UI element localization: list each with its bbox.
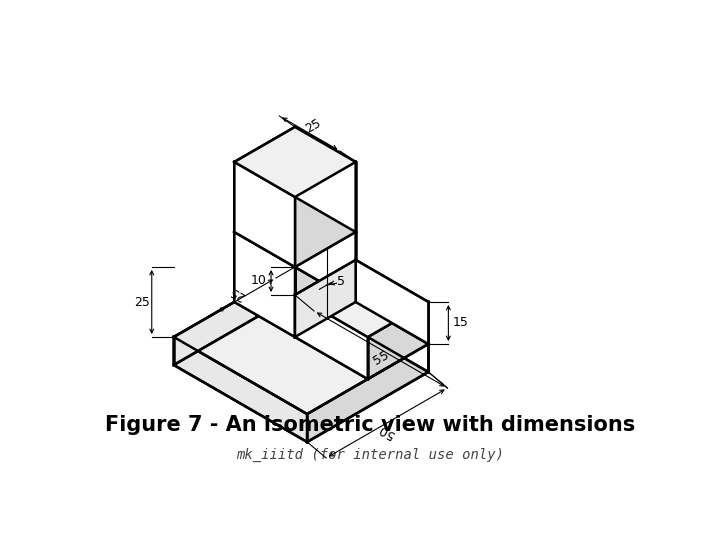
Text: 10: 10 — [251, 274, 267, 287]
Text: 55: 55 — [371, 348, 391, 367]
Polygon shape — [295, 162, 356, 267]
Text: 25: 25 — [304, 117, 324, 136]
Polygon shape — [368, 302, 428, 379]
Polygon shape — [295, 260, 356, 337]
Polygon shape — [235, 197, 356, 267]
Polygon shape — [295, 267, 428, 372]
Polygon shape — [295, 197, 356, 302]
Text: 15: 15 — [452, 316, 468, 329]
Polygon shape — [235, 162, 295, 267]
Text: 5: 5 — [330, 275, 345, 288]
Polygon shape — [174, 267, 295, 365]
Polygon shape — [295, 260, 428, 337]
Text: Figure 7 - An isometric view with dimensions: Figure 7 - An isometric view with dimens… — [105, 415, 635, 435]
Polygon shape — [295, 127, 356, 232]
Polygon shape — [235, 127, 295, 232]
Text: 25: 25 — [228, 284, 248, 303]
Polygon shape — [295, 232, 356, 337]
Polygon shape — [235, 127, 356, 197]
Polygon shape — [174, 337, 307, 442]
Polygon shape — [174, 267, 428, 414]
Text: 50: 50 — [377, 421, 397, 441]
Polygon shape — [307, 344, 428, 442]
Polygon shape — [295, 295, 368, 379]
Polygon shape — [235, 232, 295, 337]
Text: 25: 25 — [134, 295, 150, 308]
Polygon shape — [356, 260, 428, 344]
Polygon shape — [235, 197, 295, 302]
Text: mk_iiitd (for internal use only): mk_iiitd (for internal use only) — [236, 448, 504, 462]
